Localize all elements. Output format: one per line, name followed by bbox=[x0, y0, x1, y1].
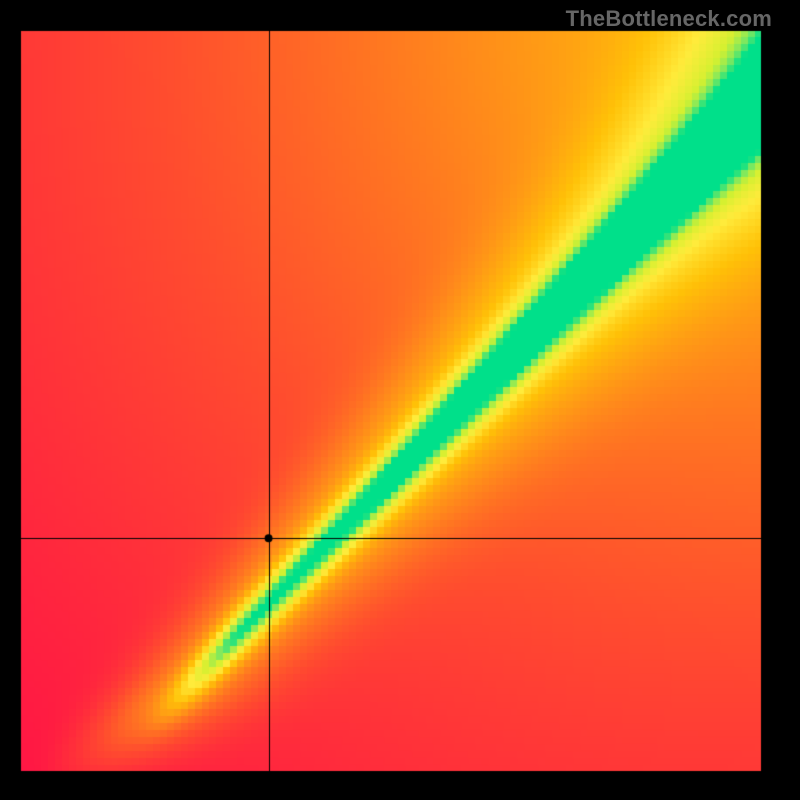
heatmap-canvas bbox=[0, 0, 800, 800]
watermark-text: TheBottleneck.com bbox=[566, 6, 772, 32]
